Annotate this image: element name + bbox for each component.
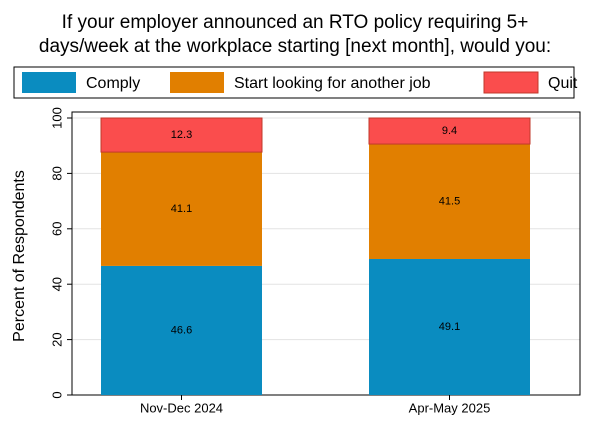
legend-box (13, 66, 575, 99)
y-tick-label: 100 (49, 107, 64, 129)
data-label: 49.1 (439, 321, 460, 333)
x-tick-label: Nov-Dec 2024 (140, 400, 223, 415)
data-label: 41.5 (439, 195, 460, 207)
legend-label: Comply (86, 75, 140, 92)
legend-label: Start looking for another job (234, 75, 431, 92)
y-tick-label: 60 (49, 222, 64, 236)
bar-segment (369, 258, 530, 395)
y-tick-label: 80 (49, 166, 64, 180)
y-tick-label: 0 (49, 391, 64, 398)
bar-segment (369, 144, 530, 259)
y-tick-label: 20 (49, 332, 64, 346)
y-axis-label: Percent of Respondents (11, 170, 28, 342)
legend-label: Quit (548, 75, 578, 92)
bar-segment (100, 117, 263, 153)
y-tick-label: 40 (49, 277, 64, 291)
data-label: 46.6 (171, 324, 192, 336)
chart-title: If your employer announced an RTO policy… (62, 12, 529, 33)
data-label: 9.4 (442, 125, 457, 137)
legend-swatch (483, 71, 539, 94)
bar-segment (101, 265, 262, 395)
legend-swatch (170, 72, 224, 93)
data-label: 41.1 (171, 203, 192, 215)
x-tick-label: Apr-May 2025 (409, 400, 491, 415)
legend-swatch (22, 72, 76, 93)
chart-title: days/week at the workplace starting [nex… (39, 36, 551, 57)
plot-frame (71, 111, 581, 396)
bar-segment (368, 117, 531, 145)
bar-segment (101, 152, 262, 266)
data-label: 12.3 (171, 129, 192, 141)
